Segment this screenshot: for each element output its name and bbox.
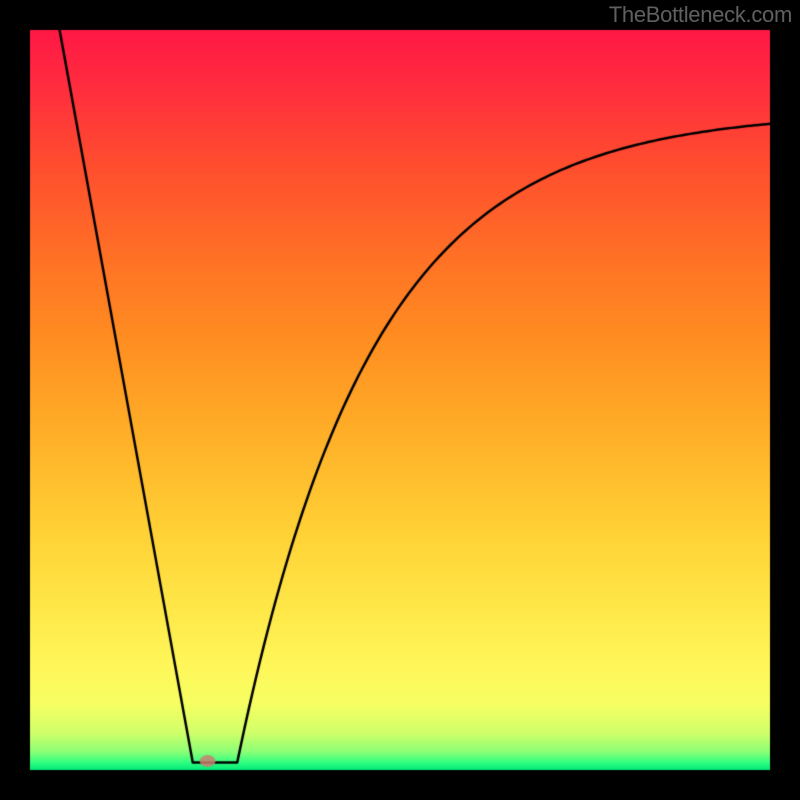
chart-container: TheBottleneck.com xyxy=(0,0,800,800)
watermark-text: TheBottleneck.com xyxy=(609,2,792,28)
bottleneck-chart-canvas xyxy=(0,0,800,800)
